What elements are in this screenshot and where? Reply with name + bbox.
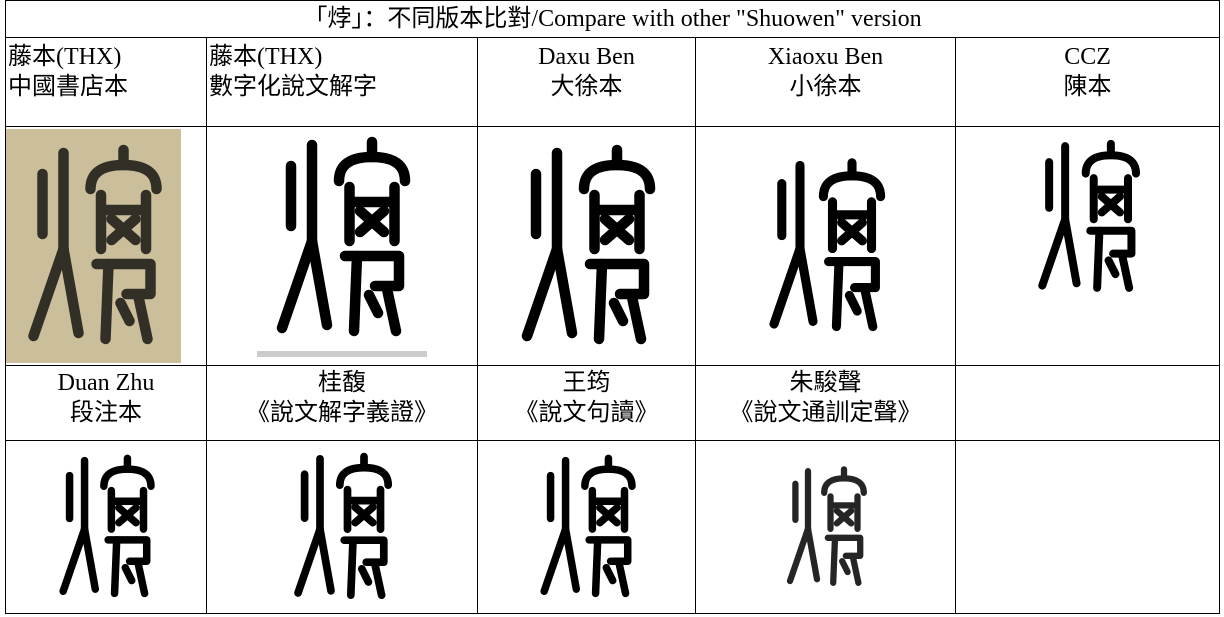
glyph-image bbox=[1028, 137, 1148, 297]
label: 藤本(THX) bbox=[8, 44, 122, 70]
glyph-image bbox=[512, 131, 662, 361]
label: Duan Zhu bbox=[57, 370, 155, 396]
header-cell: 藤本(THX) 數字化說文解字 bbox=[206, 37, 478, 127]
header-cell: Daxu Ben 大徐本 bbox=[477, 37, 696, 127]
glyph-image bbox=[527, 452, 647, 602]
label: CCZ bbox=[1064, 44, 1111, 70]
image-cell bbox=[695, 126, 956, 366]
label: Xiaoxu Ben bbox=[767, 44, 884, 70]
glyph-image bbox=[761, 146, 891, 346]
glyph-image bbox=[6, 129, 181, 363]
header-cell: 桂馥《說文解字義證》 bbox=[206, 365, 478, 441]
label: 大徐本 bbox=[550, 74, 623, 100]
image-cell bbox=[477, 126, 696, 366]
label: Daxu Ben bbox=[538, 44, 635, 70]
image-cell bbox=[5, 126, 207, 366]
header-cell: 朱駿聲《說文通訓定聲》 bbox=[695, 365, 956, 441]
label: 陳本 bbox=[1063, 74, 1112, 100]
glyph-image bbox=[781, 462, 871, 592]
label: 小徐本 bbox=[789, 74, 862, 100]
header-cell: Xiaoxu Ben 小徐本 bbox=[695, 37, 956, 127]
image-cell bbox=[477, 440, 696, 614]
label: 段注本 bbox=[70, 400, 142, 426]
label: 《說文通訓定聲》 bbox=[729, 400, 922, 426]
empty-cell bbox=[954, 365, 1221, 441]
image-cell bbox=[206, 126, 478, 366]
label: 朱駿聲 bbox=[789, 370, 862, 396]
label: 《說文句讀》 bbox=[514, 400, 659, 426]
image-cell bbox=[5, 440, 207, 614]
header-cell: CCZ 陳本 bbox=[954, 37, 1221, 127]
image-cell bbox=[695, 440, 956, 614]
glyph-image bbox=[257, 131, 427, 357]
label: 藤本(THX) bbox=[209, 44, 323, 70]
label: 中國書店本 bbox=[8, 74, 128, 100]
comparison-table: 「㶿」：不同版本比對/Compare with other "Shuowen" … bbox=[4, 0, 1221, 614]
label: 桂馥 bbox=[318, 370, 366, 396]
glyph-image bbox=[46, 452, 166, 602]
label: 王筠 bbox=[562, 370, 611, 396]
image-cell bbox=[206, 440, 478, 614]
empty-cell bbox=[954, 440, 1221, 614]
table-title: 「㶿」：不同版本比對/Compare with other "Shuowen" … bbox=[4, 0, 1221, 38]
header-cell: 藤本(THX) 中國書店本 bbox=[5, 37, 207, 127]
header-cell: Duan Zhu 段注本 bbox=[5, 365, 207, 441]
glyph-image bbox=[287, 442, 397, 612]
header-cell: 王筠 《說文句讀》 bbox=[477, 365, 696, 441]
label: 《說文解字義證》 bbox=[246, 400, 438, 426]
image-cell bbox=[954, 126, 1221, 366]
label: 數字化說文解字 bbox=[209, 74, 377, 100]
